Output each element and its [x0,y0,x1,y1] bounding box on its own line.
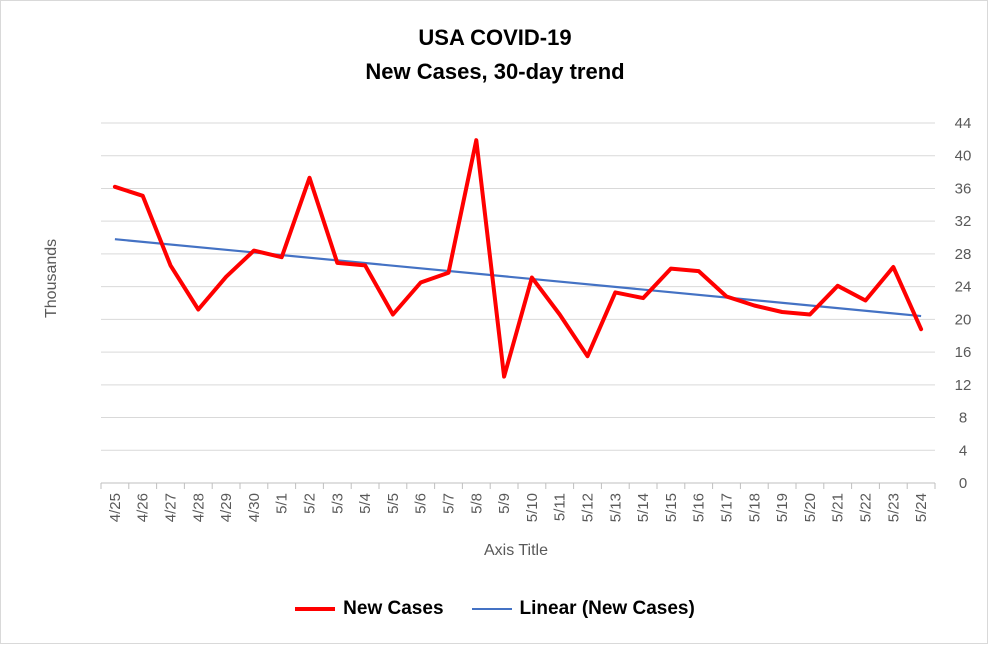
data-point [391,312,395,316]
data-point [808,312,812,316]
x-tick-label: 5/14 [635,493,652,522]
x-tick-label: 4/25 [107,493,124,522]
data-point [252,249,256,253]
x-tick-label: 5/23 [885,493,902,522]
chart-title: USA COVID-19 [418,25,572,50]
data-point [669,267,673,271]
y-tick-label: 20 [955,311,972,328]
data-point [113,185,117,189]
data-point [752,303,756,307]
legend-label-linear-trend: Linear (New Cases) [519,598,695,619]
x-tick-label: 5/11 [552,493,569,521]
x-tick-label: 4/29 [218,493,235,522]
x-tick-label: 5/8 [468,493,485,514]
data-point [169,263,172,267]
y-tick-label: 44 [955,115,972,132]
data-point [725,294,728,298]
x-tick-label: 5/1 [274,493,291,514]
x-tick-label: 4/27 [163,493,180,522]
y-tick-label: 36 [955,180,972,197]
x-axis-title: Axis Title [483,542,548,559]
legend-label-new-cases: New Cases [343,598,444,619]
data-point [308,176,311,180]
data-point [502,375,506,379]
x-tick-label: 5/2 [302,493,319,514]
data-point [586,354,589,358]
x-tick-label: 5/10 [524,493,541,522]
y-tick-label: 0 [959,475,967,492]
data-point [530,276,534,280]
data-point [196,308,200,312]
chart-subtitle: New Cases, 30-day trend [365,59,625,84]
data-point [641,296,645,300]
legend-swatch-new-cases [295,607,336,611]
x-tick-label: 5/15 [663,493,680,522]
x-tick-label: 5/13 [607,493,624,522]
data-point [697,269,701,273]
trend-line [114,238,922,318]
data-point [836,284,840,288]
x-tick-label: 5/4 [357,493,374,514]
data-point [224,275,228,279]
x-tick-label: 5/16 [691,493,708,522]
x-tick-label: 5/3 [329,493,346,514]
x-tick-label: 5/18 [746,493,763,522]
x-tick-label: 5/6 [413,493,430,514]
data-point [864,299,867,303]
x-tick-label: 4/30 [246,493,263,522]
x-tick-label: 4/28 [190,493,207,522]
x-tick-label: 5/17 [719,493,736,522]
data-point [335,261,339,265]
y-tick-label: 40 [955,148,972,165]
x-tick-label: 5/12 [580,493,597,522]
legend-swatch-linear-trend [471,608,512,610]
x-tick-label: 5/7 [441,493,458,514]
x-tick-label: 5/9 [496,493,513,514]
y-tick-label: 24 [955,279,972,296]
legend-item-linear-trend: Linear (New Cases) [471,598,695,620]
data-point [613,290,617,294]
x-tick-label: 5/20 [802,493,819,522]
legend: New Cases Linear (New Cases) [1,598,988,620]
series-line-new-cases [112,138,924,379]
data-point [891,265,895,269]
data-point [141,194,145,198]
x-tick-label: 5/19 [774,493,791,522]
data-point [919,327,923,331]
y-tick-label: 32 [955,213,972,230]
x-tick-label: 5/21 [830,493,847,522]
y-tick-label: 12 [955,377,972,394]
y-tick-label: 4 [959,442,967,459]
data-point [780,310,784,314]
data-point [447,271,450,275]
legend-item-new-cases: New Cases [295,598,444,620]
x-tick-label: 5/22 [858,493,875,522]
y-tick-label: 28 [955,246,972,263]
data-point [558,312,562,316]
x-tick-label: 5/5 [385,493,402,514]
y-tick-label: 8 [959,410,967,427]
y-axis-title: Thousands [43,238,60,318]
y-tick-label: 16 [955,344,972,361]
x-tick-label: 5/24 [913,493,930,522]
data-point [419,281,423,285]
x-tick-label: 4/26 [135,493,152,522]
data-point [280,255,284,259]
data-point [474,138,478,142]
data-point [363,263,367,267]
